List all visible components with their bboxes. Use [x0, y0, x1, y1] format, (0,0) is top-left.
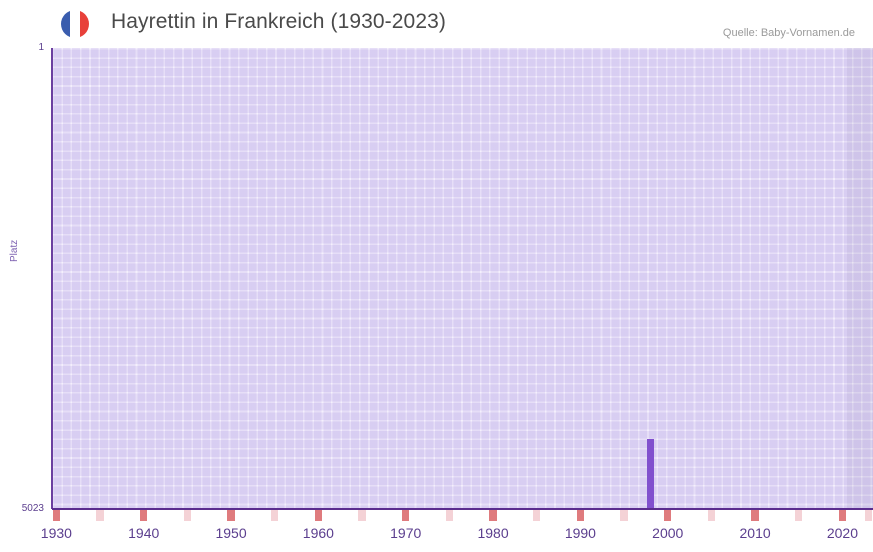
x-tick-major-2020 [838, 510, 846, 521]
x-tick-minor-1985 [532, 510, 541, 521]
x-tick-minor-1995 [620, 510, 628, 521]
chart-header: Hayrettin in Frankreich (1930-2023) Quel… [0, 0, 873, 48]
x-axis-line [52, 508, 873, 510]
x-tick-major-2000 [663, 510, 672, 521]
flag-stripe-white [70, 10, 80, 38]
x-tick-major-1970 [401, 510, 410, 521]
flag-stripe-blue [61, 10, 71, 38]
source-attribution: Quelle: Baby-Vornamen.de [722, 27, 855, 39]
x-tick-minor-1945 [183, 510, 191, 521]
x-tick-major-1940 [139, 510, 148, 521]
projection-shaded-region [846, 48, 873, 509]
plot-area [52, 48, 873, 509]
x-axis-label-1950: 1950 [215, 525, 247, 541]
x-tick-minor-1955 [270, 510, 279, 521]
y-axis-tick-label-bottom: 5023 [21, 503, 44, 514]
x-tick-minor-2005 [707, 510, 715, 521]
x-axis-label-1970: 1970 [390, 525, 422, 541]
x-tick-major-1930 [52, 510, 60, 521]
french-flag-icon [61, 10, 89, 38]
x-tick-minor-2015 [794, 510, 803, 521]
x-axis-label-1940: 1940 [128, 525, 160, 541]
x-axis-label-1930: 1930 [40, 525, 72, 541]
x-tick-major-1960 [314, 510, 322, 521]
x-tick-major-1990 [576, 510, 584, 521]
y-axis-line [51, 48, 53, 509]
y-axis-tick-label-top: 1 [38, 42, 44, 53]
x-tick-major-1950 [227, 510, 235, 521]
x-tick-major-2010 [751, 510, 759, 521]
x-tick-minor-2023 [864, 510, 873, 521]
flag-stripe-red [79, 10, 89, 38]
x-axis-label-2000: 2000 [652, 525, 684, 541]
y-axis-title: Platz [9, 239, 20, 262]
x-tick-major-1980 [489, 510, 497, 521]
x-axis-label-1990: 1990 [564, 525, 596, 541]
x-axis-label-2020: 2020 [826, 525, 858, 541]
x-tick-minor-1975 [445, 510, 453, 521]
bar-1998[interactable] [646, 438, 654, 509]
x-axis-label-2010: 2010 [739, 525, 771, 541]
x-axis-label-1960: 1960 [302, 525, 334, 541]
x-tick-minor-1935 [96, 510, 104, 521]
x-tick-minor-1965 [358, 510, 366, 521]
page-title: Hayrettin in Frankreich (1930-2023) [111, 10, 446, 33]
x-axis-label-1980: 1980 [477, 525, 509, 541]
